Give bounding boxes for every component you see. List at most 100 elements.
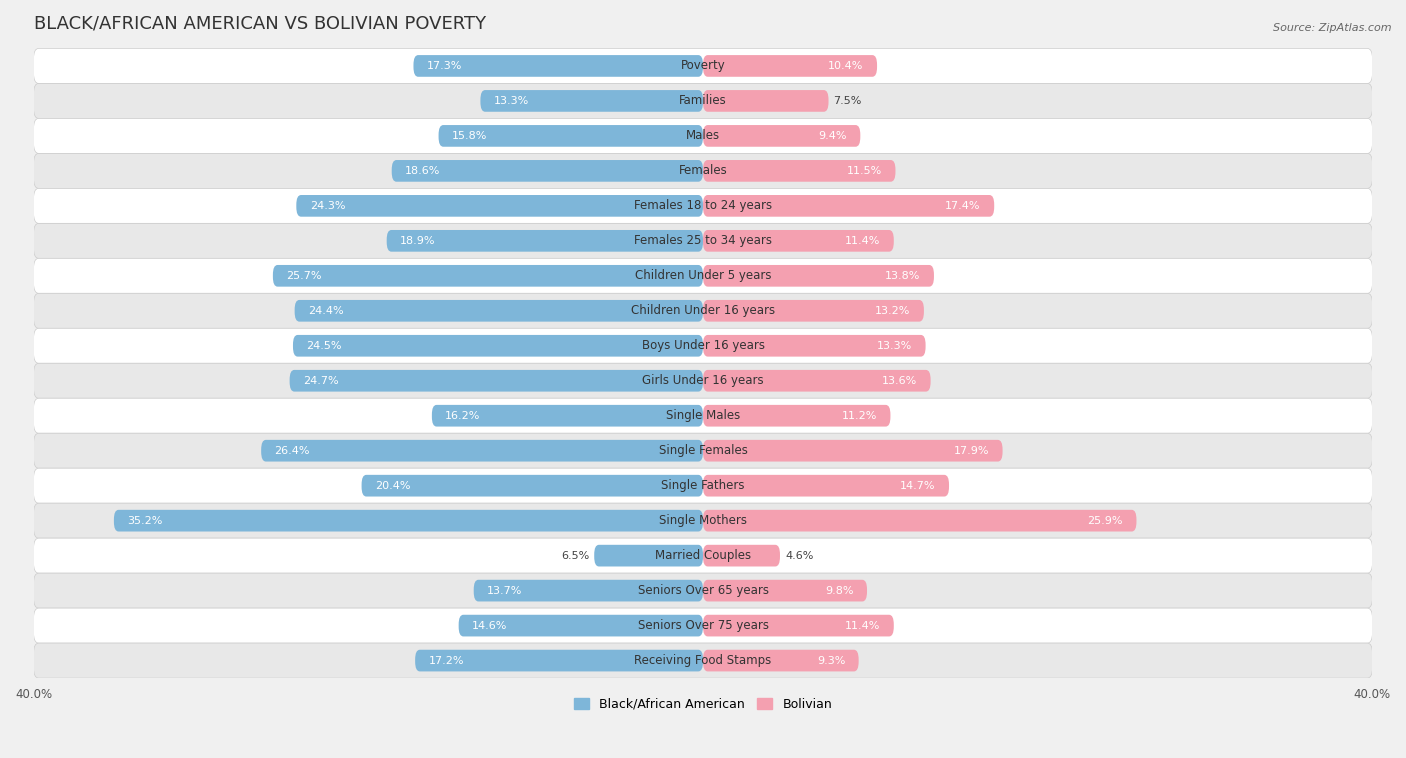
FancyBboxPatch shape (34, 503, 1372, 538)
FancyBboxPatch shape (432, 405, 703, 427)
FancyBboxPatch shape (34, 573, 1372, 608)
FancyBboxPatch shape (34, 188, 1372, 224)
FancyBboxPatch shape (34, 538, 1372, 573)
FancyBboxPatch shape (703, 55, 877, 77)
FancyBboxPatch shape (34, 293, 1372, 328)
FancyBboxPatch shape (703, 510, 1136, 531)
FancyBboxPatch shape (703, 230, 894, 252)
Text: 18.6%: 18.6% (405, 166, 440, 176)
FancyBboxPatch shape (114, 510, 703, 531)
FancyBboxPatch shape (34, 49, 1372, 83)
Text: 24.4%: 24.4% (308, 305, 343, 316)
Text: 20.4%: 20.4% (375, 481, 411, 490)
Text: 11.4%: 11.4% (845, 236, 880, 246)
FancyBboxPatch shape (703, 545, 780, 566)
FancyBboxPatch shape (34, 434, 1372, 468)
Text: 13.8%: 13.8% (886, 271, 921, 280)
Text: 11.5%: 11.5% (846, 166, 882, 176)
FancyBboxPatch shape (34, 83, 1372, 118)
Text: 16.2%: 16.2% (446, 411, 481, 421)
Text: Poverty: Poverty (681, 59, 725, 73)
FancyBboxPatch shape (703, 125, 860, 147)
FancyBboxPatch shape (703, 405, 890, 427)
Text: Children Under 16 years: Children Under 16 years (631, 304, 775, 318)
FancyBboxPatch shape (392, 160, 703, 182)
FancyBboxPatch shape (458, 615, 703, 637)
Text: 9.4%: 9.4% (818, 131, 846, 141)
Text: 17.4%: 17.4% (945, 201, 981, 211)
Text: 6.5%: 6.5% (561, 550, 589, 561)
Text: 13.3%: 13.3% (877, 341, 912, 351)
FancyBboxPatch shape (703, 265, 934, 287)
FancyBboxPatch shape (703, 475, 949, 496)
FancyBboxPatch shape (703, 580, 868, 601)
Text: Married Couples: Married Couples (655, 549, 751, 562)
FancyBboxPatch shape (703, 195, 994, 217)
Text: 14.7%: 14.7% (900, 481, 935, 490)
FancyBboxPatch shape (34, 328, 1372, 363)
FancyBboxPatch shape (34, 118, 1372, 153)
Text: 9.8%: 9.8% (825, 586, 853, 596)
FancyBboxPatch shape (34, 398, 1372, 434)
Text: 9.3%: 9.3% (817, 656, 845, 666)
FancyBboxPatch shape (703, 160, 896, 182)
FancyBboxPatch shape (703, 650, 859, 672)
FancyBboxPatch shape (34, 643, 1372, 678)
Text: Seniors Over 65 years: Seniors Over 65 years (637, 584, 769, 597)
Text: 14.6%: 14.6% (472, 621, 508, 631)
Text: Receiving Food Stamps: Receiving Food Stamps (634, 654, 772, 667)
Text: Single Females: Single Females (658, 444, 748, 457)
Text: 13.2%: 13.2% (875, 305, 911, 316)
FancyBboxPatch shape (481, 90, 703, 111)
Text: BLACK/AFRICAN AMERICAN VS BOLIVIAN POVERTY: BLACK/AFRICAN AMERICAN VS BOLIVIAN POVER… (34, 15, 485, 33)
FancyBboxPatch shape (474, 580, 703, 601)
FancyBboxPatch shape (703, 615, 894, 637)
FancyBboxPatch shape (595, 545, 703, 566)
Text: Females 18 to 24 years: Females 18 to 24 years (634, 199, 772, 212)
Text: 11.2%: 11.2% (842, 411, 877, 421)
Text: 17.3%: 17.3% (427, 61, 463, 71)
FancyBboxPatch shape (290, 370, 703, 392)
Text: 10.4%: 10.4% (828, 61, 863, 71)
Text: 25.7%: 25.7% (287, 271, 322, 280)
Text: 18.9%: 18.9% (401, 236, 436, 246)
Text: Single Mothers: Single Mothers (659, 514, 747, 527)
Text: 24.7%: 24.7% (304, 376, 339, 386)
FancyBboxPatch shape (34, 468, 1372, 503)
Text: Seniors Over 75 years: Seniors Over 75 years (637, 619, 769, 632)
FancyBboxPatch shape (413, 55, 703, 77)
Text: 35.2%: 35.2% (128, 515, 163, 525)
FancyBboxPatch shape (262, 440, 703, 462)
Text: 24.3%: 24.3% (309, 201, 346, 211)
Text: Boys Under 16 years: Boys Under 16 years (641, 340, 765, 352)
FancyBboxPatch shape (439, 125, 703, 147)
Text: Females: Females (679, 164, 727, 177)
FancyBboxPatch shape (295, 300, 703, 321)
Text: Males: Males (686, 130, 720, 143)
FancyBboxPatch shape (387, 230, 703, 252)
Text: 25.9%: 25.9% (1088, 515, 1123, 525)
FancyBboxPatch shape (297, 195, 703, 217)
Text: Girls Under 16 years: Girls Under 16 years (643, 374, 763, 387)
FancyBboxPatch shape (703, 335, 925, 356)
Text: 7.5%: 7.5% (834, 96, 862, 106)
Text: 11.4%: 11.4% (845, 621, 880, 631)
Text: 13.6%: 13.6% (882, 376, 917, 386)
FancyBboxPatch shape (703, 90, 828, 111)
Text: 4.6%: 4.6% (785, 550, 814, 561)
FancyBboxPatch shape (34, 224, 1372, 258)
Text: 15.8%: 15.8% (451, 131, 488, 141)
FancyBboxPatch shape (34, 153, 1372, 188)
FancyBboxPatch shape (292, 335, 703, 356)
Text: 24.5%: 24.5% (307, 341, 342, 351)
FancyBboxPatch shape (703, 440, 1002, 462)
Text: 26.4%: 26.4% (274, 446, 311, 456)
FancyBboxPatch shape (34, 363, 1372, 398)
FancyBboxPatch shape (273, 265, 703, 287)
Text: Females 25 to 34 years: Females 25 to 34 years (634, 234, 772, 247)
Text: 17.2%: 17.2% (429, 656, 464, 666)
Text: Families: Families (679, 95, 727, 108)
Text: Single Fathers: Single Fathers (661, 479, 745, 492)
FancyBboxPatch shape (34, 258, 1372, 293)
Text: 13.7%: 13.7% (486, 586, 523, 596)
